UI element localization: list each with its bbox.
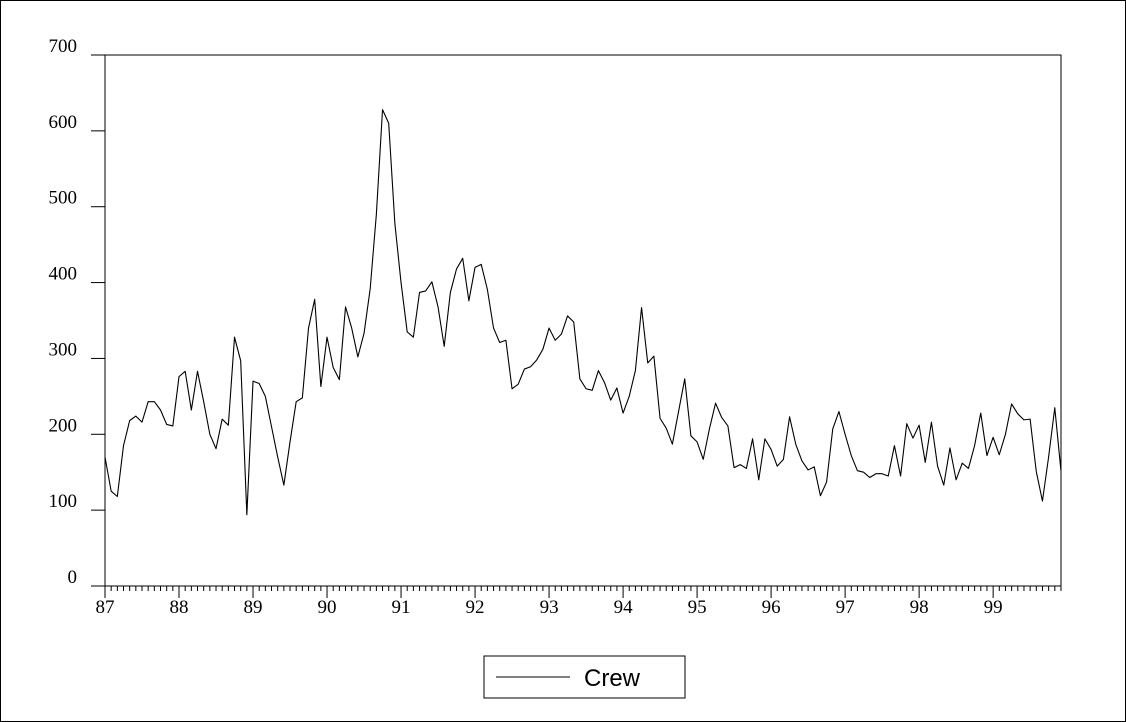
x-tick-label: 93 <box>540 597 559 618</box>
y-tick-label: 500 <box>49 188 78 209</box>
y-tick-label: 400 <box>49 264 78 285</box>
x-tick-label: 97 <box>836 597 855 618</box>
x-tick-label: 87 <box>96 597 115 618</box>
x-tick-label: 98 <box>910 597 929 618</box>
series-line-crew <box>104 109 1062 516</box>
x-tick-label: 94 <box>614 597 634 618</box>
x-axis: 87 88 89 90 91 92 93 94 95 96 97 98 99 <box>96 586 1062 618</box>
x-tick-label: 99 <box>984 597 1003 618</box>
x-tick-label: 88 <box>170 597 189 618</box>
legend: Crew <box>483 655 686 699</box>
y-tick-label: 600 <box>49 112 78 133</box>
x-tick-label: 95 <box>688 597 707 618</box>
y-tick-label: 300 <box>49 339 78 360</box>
legend-label-crew: Crew <box>584 665 641 692</box>
x-tick-label: 89 <box>244 597 263 618</box>
x-tick-label: 96 <box>762 597 781 618</box>
plot-area <box>104 54 1062 587</box>
y-tick-label: 700 <box>49 36 78 57</box>
y-axis: 0 100 200 300 400 500 600 700 <box>49 36 105 588</box>
x-tick-label: 92 <box>466 597 485 618</box>
series-layer <box>104 109 1062 516</box>
x-tick-label: 91 <box>392 597 411 618</box>
y-tick-label: 100 <box>49 491 78 512</box>
y-tick-label: 200 <box>49 415 78 436</box>
y-tick-label: 0 <box>68 567 78 588</box>
x-tick-label: 90 <box>318 597 337 618</box>
